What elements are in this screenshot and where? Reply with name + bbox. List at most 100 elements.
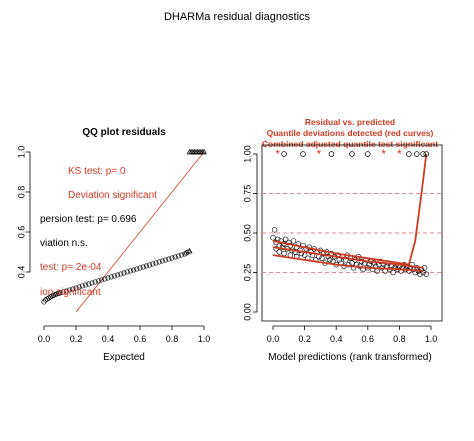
rv-y-tick-label: 0.75 — [242, 185, 252, 203]
qq-x-tick-label: 0.4 — [102, 334, 115, 344]
rv-point — [282, 236, 289, 243]
rv-y-tick-label: 0.50 — [242, 224, 252, 242]
rv-outlier-star: * — [381, 147, 386, 161]
rv-x-tick-label: 1.0 — [425, 334, 438, 344]
rv-plot-subtitle-2: Combined adjusted quantile test signific… — [262, 139, 438, 149]
figure-title: DHARMa residual diagnostics — [164, 11, 311, 23]
qq-point — [121, 270, 127, 276]
rv-outlier-point — [281, 151, 287, 157]
qq-point — [179, 252, 185, 258]
rv-outlier-point — [365, 151, 371, 157]
rv-plot-box — [261, 144, 443, 322]
rv-plot-axes: 0.0 0.2 0.4 0.6 0.8 1.0 0.00 0.25 0.50 0.75 1.00 — [242, 144, 443, 344]
rv-outlier-point — [349, 151, 355, 157]
qq-outlier-point — [201, 148, 207, 155]
rv-point — [290, 238, 297, 244]
rv-point — [276, 249, 283, 255]
rv-point — [390, 269, 396, 276]
qq-point — [163, 257, 169, 263]
qq-point — [147, 262, 153, 268]
qq-plot-xlabel: Expected — [103, 352, 145, 363]
rv-quantile-curve-1 — [272, 153, 428, 266]
qq-point — [115, 272, 121, 278]
qq-plot-annotations: KS test: p= 0 Deviation significant persio… — [40, 166, 157, 298]
rv-outlier-star: * — [275, 147, 280, 161]
qq-point — [73, 285, 79, 291]
qq-annotation-1: Deviation significant — [68, 190, 157, 201]
rv-outlier-point — [300, 151, 306, 157]
rv-point — [423, 271, 429, 277]
qq-plot-title: QQ plot residuals — [82, 127, 166, 138]
rv-plot-title: Residual vs. predicted — [305, 117, 395, 127]
rv-point — [369, 266, 376, 273]
qq-annotation-2: persion test: p= 0.696 — [40, 214, 137, 225]
rv-outlier-point — [406, 151, 412, 157]
qq-plot-panel: QQ plot residuals Expected 0.0 0.2 0.4 0.6 0… — [16, 127, 210, 363]
qq-point — [175, 253, 181, 259]
rv-x-tick-label: 0.8 — [393, 334, 406, 344]
qq-point — [172, 254, 178, 260]
qq-y-tick-label: 0.4 — [16, 266, 26, 279]
qq-point — [156, 259, 162, 265]
qq-point — [105, 275, 111, 281]
qq-x-tick-label: 0.6 — [134, 334, 147, 344]
qq-point — [63, 288, 69, 294]
rv-point — [279, 244, 286, 250]
qq-point — [166, 256, 172, 262]
rv-x-tick-label: 0.2 — [298, 334, 311, 344]
rv-outlier-point — [328, 151, 335, 157]
qq-annotation-5: ion significant — [40, 287, 101, 298]
rv-y-tick-label: 0.25 — [242, 264, 252, 282]
qq-point — [102, 276, 108, 282]
qq-point — [185, 249, 191, 255]
qq-reference-line — [75, 151, 205, 313]
qq-point — [76, 284, 82, 290]
qq-point — [137, 265, 143, 271]
rv-point — [292, 249, 298, 255]
qq-y-tick-label: 0.6 — [16, 226, 26, 239]
rv-x-tick-label: 0.6 — [362, 334, 375, 344]
qq-plot-axes: 0.0 0.2 0.4 0.6 0.8 1.0 0.4 0.6 0.8 1.0 — [16, 146, 210, 344]
qq-point — [57, 290, 63, 296]
qq-point — [79, 283, 85, 289]
qq-x-tick-label: 0.2 — [70, 334, 83, 344]
qq-point — [118, 271, 124, 277]
qq-plot-area — [41, 148, 207, 313]
qq-point — [92, 279, 98, 285]
qq-annotation-0: KS test: p= 0 — [68, 166, 126, 177]
rv-plot-xlabel: Model predictions (rank transformed) — [268, 352, 431, 363]
qq-annotation-4: test: p= 2e-04 — [40, 262, 102, 273]
qq-x-tick-label: 1.0 — [198, 334, 211, 344]
qq-y-tick-label: 1.0 — [16, 146, 26, 159]
rv-point — [270, 235, 276, 241]
qq-y-tick-label: 0.8 — [16, 186, 26, 199]
qq-point — [169, 255, 175, 261]
rv-point — [417, 271, 423, 277]
rv-outlier-point — [414, 151, 420, 157]
rv-point — [346, 261, 352, 268]
qq-point — [131, 267, 137, 273]
qq-point — [124, 269, 130, 275]
rv-outlier-star: * — [316, 147, 321, 161]
qq-point — [143, 263, 149, 269]
rv-quantile-curve-2 — [272, 246, 424, 269]
qq-x-tick-label: 0.8 — [166, 334, 179, 344]
rv-outlier-star: * — [397, 147, 402, 161]
qq-point — [67, 287, 73, 293]
rv-point — [319, 255, 325, 261]
rv-plot-area: * * * * — [262, 147, 442, 277]
rv-outlier-point — [423, 151, 430, 157]
rv-x-tick-label: 0.4 — [330, 334, 343, 344]
rv-y-tick-label: 1.00 — [242, 145, 252, 163]
qq-point — [95, 278, 101, 284]
qq-point — [127, 268, 133, 274]
qq-outlier-point — [186, 247, 193, 254]
qq-point — [140, 264, 146, 270]
qq-annotation-3: viation n.s. — [40, 238, 88, 249]
rv-point — [327, 257, 333, 263]
qq-point — [99, 277, 105, 283]
qq-x-tick-label: 0.0 — [38, 334, 51, 344]
qq-point — [60, 289, 66, 295]
rv-point — [271, 227, 278, 233]
